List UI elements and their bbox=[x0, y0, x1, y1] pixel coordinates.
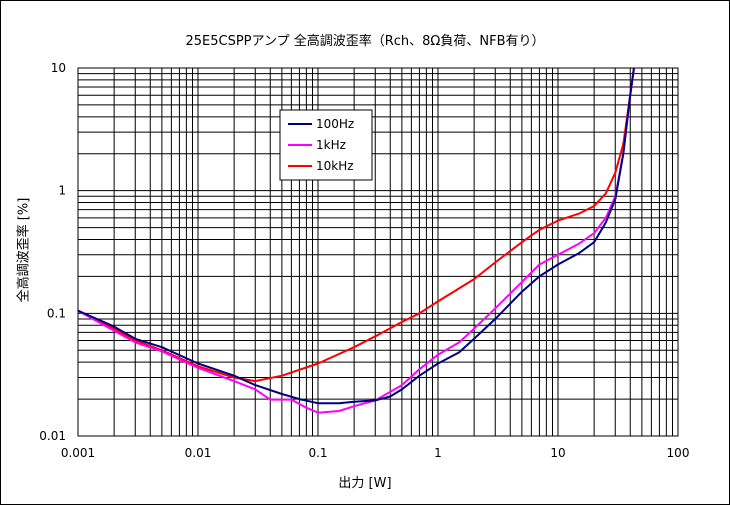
legend-label: 100Hz bbox=[316, 117, 354, 131]
series-line-1kHz bbox=[78, 68, 635, 414]
y-tick-label: 10 bbox=[51, 61, 66, 75]
legend-label: 1kHz bbox=[316, 138, 346, 152]
x-tick-label: 10 bbox=[550, 446, 565, 460]
chart-title: 25E5CSPPアンプ 全高調波歪率（Rch、8Ω負荷、NFB有り） bbox=[185, 34, 545, 49]
plot-border bbox=[77, 67, 679, 437]
y-tick-label: 0.1 bbox=[47, 306, 66, 320]
x-tick-label: 0.001 bbox=[61, 446, 95, 460]
y-tick-label: 0.01 bbox=[39, 429, 66, 443]
x-axis-label: 出力 [W] bbox=[338, 476, 392, 491]
y-tick-label: 1 bbox=[58, 184, 66, 198]
x-tick-label: 0.01 bbox=[185, 446, 212, 460]
x-tick-label: 1 bbox=[434, 446, 442, 460]
series-line-100Hz bbox=[78, 68, 635, 405]
plot-area bbox=[78, 68, 678, 436]
x-tick-label: 0.1 bbox=[308, 446, 327, 460]
series-line-10kHz bbox=[78, 68, 635, 383]
legend-label: 10kHz bbox=[316, 159, 354, 173]
x-tick-label: 100 bbox=[667, 446, 690, 460]
